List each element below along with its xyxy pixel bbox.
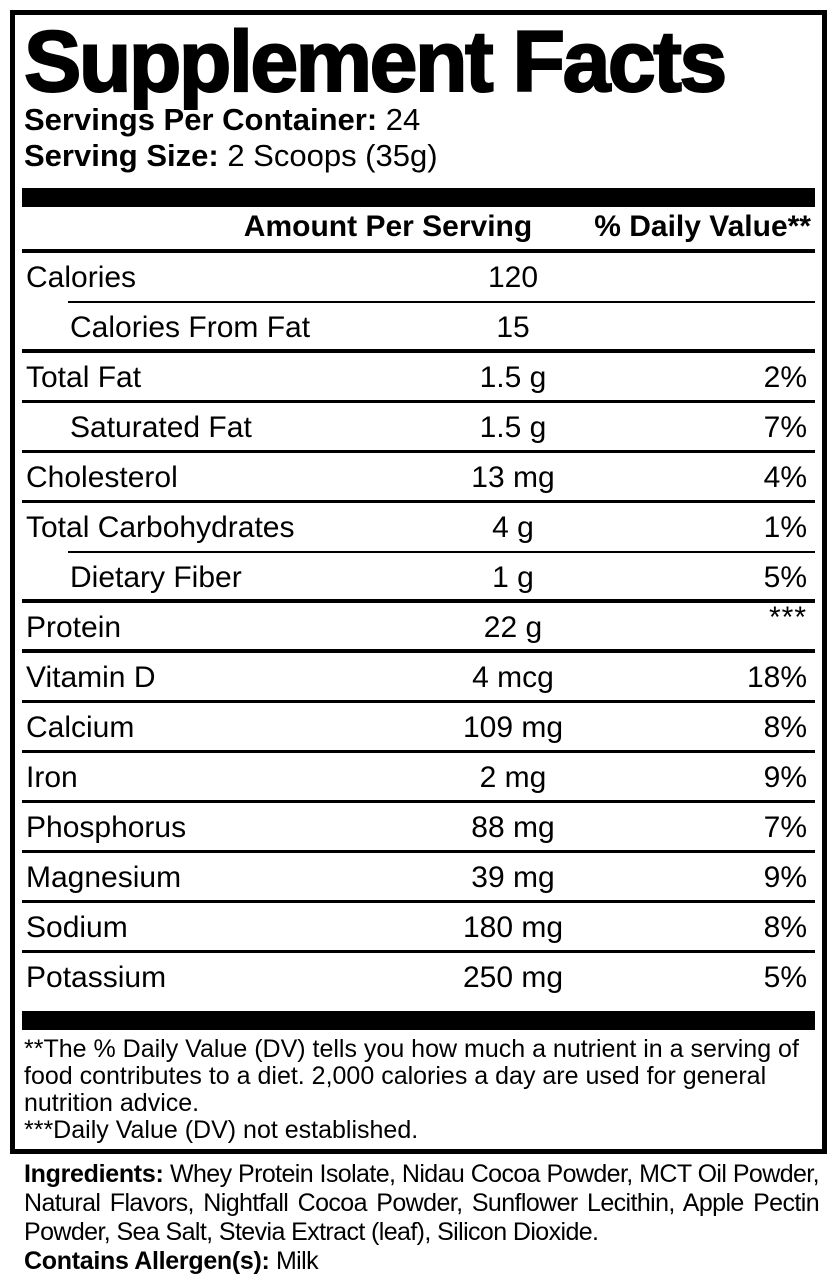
nutrient-daily-value: 7% (763, 811, 807, 845)
nutrient-row-sodium: Sodium 180 mg 8% (22, 903, 815, 954)
nutrient-amount: 39 mg (471, 861, 555, 895)
nutrient-daily-value: 4% (763, 461, 807, 495)
nutrient-daily-value: 1% (763, 511, 807, 545)
nutrient-daily-value: 5% (763, 961, 807, 995)
divider-bar-top (22, 188, 815, 208)
serving-size-label: Serving Size: (24, 138, 219, 174)
nutrient-name: Protein (26, 611, 122, 645)
footnote-line: food contributes to a diet. 2,000 calori… (24, 1062, 767, 1091)
ingredients-label: Ingredients: (24, 1160, 164, 1188)
nutrient-amount: 120 (487, 261, 539, 295)
nutrient-name: Cholesterol (26, 461, 178, 495)
nutrient-daily-value: 9% (763, 761, 807, 795)
ingredients-paragraph: Ingredients: Whey Protein Isolate, Nidau… (24, 1160, 820, 1247)
nutrient-amount: 109 mg (462, 711, 564, 745)
footnote-line: nutrition advice. (24, 1089, 200, 1118)
nutrient-amount: 180 mg (462, 911, 564, 945)
nutrient-name: Dietary Fiber (70, 561, 242, 595)
nutrient-daily-value: 8% (763, 711, 807, 745)
nutrient-name: Calories (26, 261, 137, 295)
amount-column-header: Amount Per Serving (243, 210, 533, 244)
nutrient-row-dietary-fiber: Dietary Fiber 1 g 5% (22, 553, 815, 604)
allergen-value: Milk (275, 1247, 319, 1275)
nutrient-amount: 88 mg (471, 811, 555, 845)
nutrient-daily-value: 5% (763, 561, 807, 595)
table-header: Amount Per Serving % Daily Value** (22, 207, 815, 254)
nutrient-row-potassium: Potassium 250 mg 5% (22, 953, 815, 1003)
nutrient-row-vitamin-d: Vitamin D 4 mcg 18% (22, 653, 815, 704)
nutrient-amount: 250 mg (462, 961, 564, 995)
nutrient-daily-value: 9% (763, 861, 807, 895)
nutrient-name: Total Fat (26, 361, 142, 395)
nutrient-daily-value: 8% (763, 911, 807, 945)
nutrient-name: Phosphorus (26, 811, 187, 845)
nutrient-row-iron: Iron 2 mg 9% (22, 753, 815, 804)
ingredients-text: Whey Protein Isolate, Nidau Cocoa Powder… (24, 1160, 820, 1246)
nutrient-amount: 1 g (492, 561, 534, 595)
nutrient-name: Potassium (26, 961, 167, 995)
nutrient-name: Calcium (26, 711, 135, 745)
servings-per-container: Servings Per Container: 24 (22, 102, 815, 138)
servings-per-container-label: Servings Per Container: (24, 102, 378, 138)
footnote-line: **The % Daily Value (DV) tells you how m… (24, 1035, 799, 1064)
nutrient-amount: 1.5 g (479, 411, 547, 445)
nutrient-row-protein: Protein 22 g *** (22, 601, 815, 654)
nutrient-name: Total Carbohydrates (26, 511, 295, 545)
serving-size: Serving Size: 2 Scoops (35g) (22, 138, 815, 174)
nutrient-daily-value: 18% (746, 661, 807, 695)
nutrient-name: Calories From Fat (70, 311, 311, 345)
nutrient-row-cholesterol: Cholesterol 13 mg 4% (22, 453, 815, 504)
ingredients-section: Ingredients: Whey Protein Isolate, Nidau… (24, 1160, 820, 1276)
daily-value-column-header: % Daily Value** (594, 210, 811, 244)
nutrient-row-calories-from-fat: Calories From Fat 15 (22, 303, 815, 354)
nutrient-name: Iron (26, 761, 78, 795)
nutrient-amount: 1.5 g (479, 361, 547, 395)
nutrient-name: Sodium (26, 911, 128, 945)
nutrient-amount: 4 mcg (472, 661, 554, 695)
nutrient-name: Magnesium (26, 861, 182, 895)
nutrient-row-calcium: Calcium 109 mg 8% (22, 703, 815, 754)
nutrient-daily-value: *** (768, 601, 807, 635)
nutrient-row-saturated-fat: Saturated Fat 1.5 g 7% (22, 403, 815, 454)
nutrient-row-magnesium: Magnesium 39 mg 9% (22, 853, 815, 904)
supplement-facts-panel: Supplement Facts Servings Per Container:… (10, 10, 827, 1154)
nutrient-amount: 4 g (492, 511, 534, 545)
nutrient-amount: 2 mg (479, 761, 547, 795)
serving-size-value: 2 Scoops (35g) (227, 138, 438, 174)
nutrient-daily-value: 2% (763, 361, 807, 395)
nutrient-amount: 13 mg (471, 461, 555, 495)
nutrient-row-calories: Calories 120 (22, 253, 815, 304)
nutrient-daily-value: 7% (763, 411, 807, 445)
panel-title: Supplement Facts (23, 14, 728, 110)
nutrient-name: Vitamin D (26, 661, 156, 695)
footnote-line: ***Daily Value (DV) not established. (24, 1116, 419, 1145)
footnotes: **The % Daily Value (DV) tells you how m… (22, 1036, 815, 1144)
allergen-label: Contains Allergen(s): (24, 1247, 270, 1275)
nutrient-amount: 15 (496, 311, 530, 345)
nutrient-name: Saturated Fat (70, 411, 252, 445)
allergen-line: Contains Allergen(s): Milk (24, 1247, 819, 1276)
nutrient-row-total-fat: Total Fat 1.5 g 2% (22, 353, 815, 404)
nutrient-amount: 22 g (483, 611, 543, 645)
servings-per-container-value: 24 (385, 102, 421, 138)
nutrient-row-phosphorus: Phosphorus 88 mg 7% (22, 803, 815, 854)
divider-bar-bottom (22, 1011, 815, 1031)
nutrient-row-total-carbohydrates: Total Carbohydrates 4 g 1% (22, 503, 815, 554)
